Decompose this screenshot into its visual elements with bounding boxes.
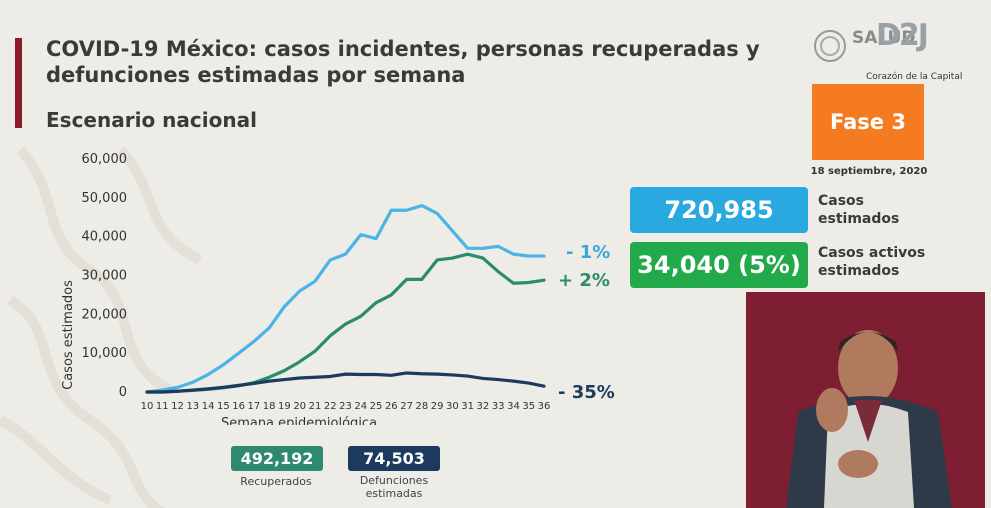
series-change-label-1: + 2% bbox=[558, 270, 610, 291]
series-line-0 bbox=[145, 203, 546, 394]
y-tick-label: 20,000 bbox=[82, 307, 128, 322]
x-tick-label: 36 bbox=[538, 401, 551, 412]
phase-badge: Fase 3 bbox=[812, 84, 924, 160]
series-change-label-2: - 35% bbox=[558, 382, 615, 403]
series-line-1 bbox=[145, 252, 546, 394]
y-tick-label: 30,000 bbox=[82, 269, 128, 284]
x-tick-label: 25 bbox=[370, 401, 383, 412]
title-accent-bar bbox=[15, 38, 22, 128]
x-tick-label: 33 bbox=[492, 401, 505, 412]
line-chart: 0 10,000 20,000 30,000 40,000 50,000 60,000 10… bbox=[61, 152, 551, 425]
y-tick-label: 50,000 bbox=[82, 191, 128, 206]
x-tick-label: 22 bbox=[324, 401, 337, 412]
government-seal-icon bbox=[814, 30, 846, 62]
recuperados-label: Recuperados bbox=[240, 475, 312, 488]
x-tick-label: 28 bbox=[415, 401, 428, 412]
series-line-2 bbox=[145, 371, 546, 394]
y-axis-label: Casos estimados bbox=[61, 280, 76, 390]
x-tick-label: 16 bbox=[232, 401, 245, 412]
casos-label-line1: Casos bbox=[818, 193, 865, 209]
x-tick-label: 29 bbox=[431, 401, 444, 412]
x-tick-label: 14 bbox=[202, 401, 215, 412]
casos-activos-value: 34,040 (5%) bbox=[630, 242, 808, 288]
y-tick-label: 10,000 bbox=[82, 346, 128, 361]
chart-subtitle: Escenario nacional bbox=[46, 108, 257, 132]
x-tick-label: 30 bbox=[446, 401, 459, 412]
chart-title: COVID-19 México: casos incidentes, perso… bbox=[46, 37, 760, 87]
x-tick-label: 18 bbox=[263, 401, 276, 412]
x-tick-label: 10 bbox=[141, 401, 154, 412]
x-tick-label: 21 bbox=[309, 401, 322, 412]
recuperados-value: 492,192 bbox=[231, 446, 323, 471]
y-tick-label: 40,000 bbox=[82, 230, 128, 245]
series-change-label-0: - 1% bbox=[566, 242, 611, 263]
y-tick-label: 0 bbox=[119, 385, 127, 400]
casos-estimados-label: Casos estimados bbox=[818, 192, 899, 228]
x-axis-label: Semana epidemiológica bbox=[221, 416, 377, 425]
x-tick-label: 34 bbox=[507, 401, 520, 412]
x-tick-label: 35 bbox=[522, 401, 535, 412]
x-tick-label: 24 bbox=[354, 401, 367, 412]
casos-estimados-value: 720,985 bbox=[630, 187, 808, 233]
activos-label-line1: Casos activos bbox=[818, 245, 926, 261]
casos-label-line2: estimados bbox=[818, 211, 900, 227]
x-tick-label: 12 bbox=[171, 401, 184, 412]
x-tick-label: 23 bbox=[339, 401, 352, 412]
x-tick-label: 13 bbox=[186, 401, 199, 412]
d2j-overlay-logo: D2J bbox=[876, 18, 929, 53]
salud-logo-text: SALUD bbox=[852, 28, 916, 48]
defunciones-label-line1: Defunciones bbox=[359, 474, 429, 487]
x-tick-label: 17 bbox=[248, 401, 261, 412]
x-tick-label: 27 bbox=[400, 401, 413, 412]
sign-language-interpreter-video bbox=[746, 292, 985, 508]
report-date: 18 septiembre, 2020 bbox=[810, 166, 928, 177]
interpreter-figure bbox=[786, 330, 952, 508]
x-tick-label: 26 bbox=[385, 401, 398, 412]
defunciones-label: Defunciones estimadas bbox=[338, 474, 450, 500]
x-tick-label: 20 bbox=[293, 401, 306, 412]
defunciones-value: 74,503 bbox=[348, 446, 440, 471]
x-tick-label: 19 bbox=[278, 401, 291, 412]
x-tick-label: 32 bbox=[477, 401, 490, 412]
x-tick-label: 31 bbox=[461, 401, 474, 412]
x-tick-label: 15 bbox=[217, 401, 230, 412]
overlay-tagline: Corazón de la Capital bbox=[866, 72, 963, 82]
casos-activos-label: Casos activos estimados bbox=[818, 244, 925, 280]
activos-label-line2: estimados bbox=[818, 263, 900, 279]
defunciones-label-line2: estimadas bbox=[365, 487, 423, 500]
y-tick-label: 60,000 bbox=[82, 152, 128, 167]
x-tick-label: 11 bbox=[156, 401, 169, 412]
